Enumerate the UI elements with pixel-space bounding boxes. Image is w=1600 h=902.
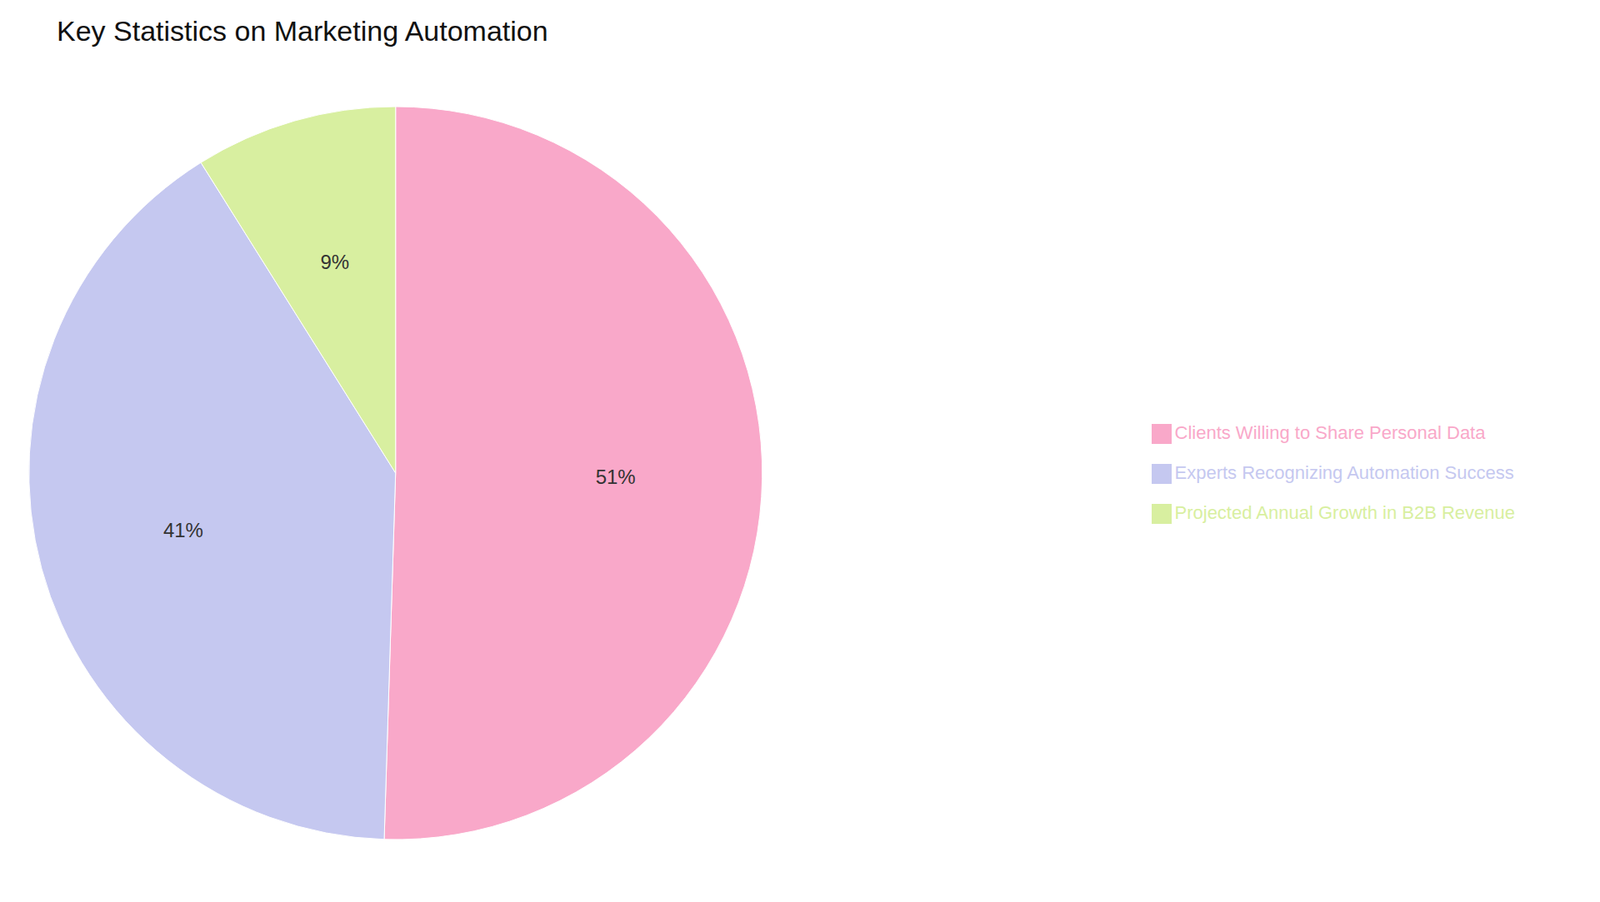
html-text:Key Statistics on Marketing Au: Key Statistics on Marketing Automation	[56, 15, 548, 47]
html-text:Experts Recognizing Automation: Experts Recognizing Automation Success	[1174, 462, 1514, 484]
html-text:Projected Annual Growth in B2B: Projected Annual Growth in B2B Revenue	[1174, 502, 1515, 524]
svg-text:9%: 9%	[320, 250, 350, 274]
svg-text:51%: 51%	[595, 465, 636, 489]
svg-text:41%: 41%	[163, 519, 204, 542]
html-text:Clients Willing to Share Perso: Clients Willing to Share Personal Data	[1174, 422, 1486, 444]
